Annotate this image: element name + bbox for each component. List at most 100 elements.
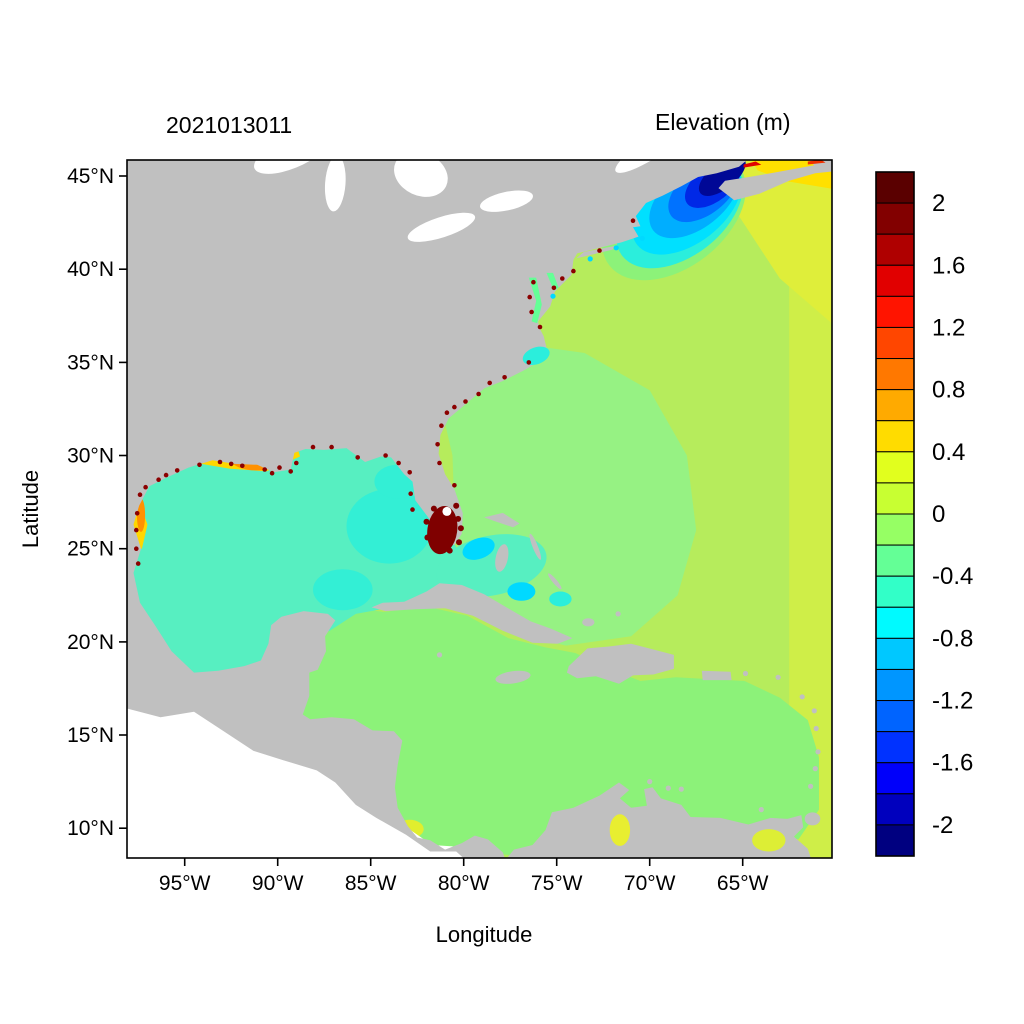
hispaniola-island bbox=[566, 643, 674, 684]
small-islands bbox=[647, 779, 653, 785]
coastal-speckles bbox=[294, 460, 299, 466]
colorbar-tick-label: 0.4 bbox=[932, 439, 965, 466]
eleuthera-island bbox=[529, 533, 542, 560]
colorbar-tick-label: 1.6 bbox=[932, 252, 965, 279]
colorbar-tick-label: -0.4 bbox=[932, 563, 973, 590]
coastal-speckles bbox=[134, 527, 139, 533]
lake-superior bbox=[254, 160, 328, 174]
cuba-island bbox=[371, 583, 573, 644]
long-island-bahamas bbox=[548, 573, 562, 590]
coastal-speckles bbox=[197, 462, 202, 468]
gulf-cyan-patch-2 bbox=[313, 569, 373, 611]
colorbar-block bbox=[875, 637, 915, 670]
x-tick-label: 80°W bbox=[438, 872, 490, 895]
colorbar-tick-label: -1.6 bbox=[932, 750, 973, 777]
coastal-speckles bbox=[560, 276, 565, 281]
y-tick-label: 30°N bbox=[67, 445, 114, 468]
small-islands bbox=[811, 708, 817, 714]
nova-scotia bbox=[718, 163, 832, 201]
south-florida-red-dots bbox=[424, 534, 431, 541]
coastal-speckles bbox=[435, 442, 440, 447]
minas-basin-red-streak bbox=[743, 161, 762, 168]
coastal-speckles bbox=[310, 444, 316, 450]
coastal-speckles bbox=[502, 375, 507, 380]
coastal-speckles bbox=[137, 492, 143, 498]
y-tick-label: 10°N bbox=[67, 817, 114, 840]
coastal-speckles bbox=[288, 469, 294, 474]
atlantic-northeast-wedge bbox=[715, 160, 832, 324]
coastal-speckles bbox=[408, 491, 414, 497]
coastal-speckles bbox=[444, 410, 450, 416]
colorbar-block bbox=[875, 171, 915, 204]
coastal-cyan-dots bbox=[587, 256, 593, 262]
colorbar-tick-label: -2 bbox=[932, 812, 953, 839]
pacific-white bbox=[127, 701, 482, 858]
coastal-speckles bbox=[463, 399, 468, 404]
small-islands bbox=[808, 783, 814, 789]
atlantic-east-band bbox=[789, 160, 832, 858]
andros-island bbox=[495, 544, 509, 572]
colorbar-border bbox=[875, 171, 915, 857]
coastal-speckles bbox=[537, 324, 543, 330]
coastal-speckles bbox=[526, 360, 532, 365]
bahamas-cyan-3 bbox=[549, 591, 572, 607]
coastal-cyan-dots bbox=[613, 245, 619, 251]
coastal-speckles bbox=[329, 444, 334, 450]
small-islands bbox=[436, 652, 443, 658]
x-axis-label: Longitude bbox=[436, 922, 533, 947]
coastal-speckles bbox=[531, 279, 536, 285]
great-inagua bbox=[582, 618, 595, 627]
x-tick-label: 85°W bbox=[345, 872, 397, 895]
colorbar-block bbox=[875, 482, 915, 515]
st-lawrence-red-dash bbox=[807, 160, 826, 165]
coastal-speckles bbox=[240, 463, 245, 469]
small-islands bbox=[799, 694, 805, 700]
colorbar-block bbox=[875, 233, 915, 266]
coastal-speckles bbox=[551, 285, 557, 291]
chesapeake-bay bbox=[528, 277, 542, 324]
axis-ticks: 95°W 90°W 85°W 80°W 75°W 70°W 65°W 45°N 40°N 35°N… bbox=[67, 165, 769, 895]
jamaica-island bbox=[495, 670, 531, 684]
colorbar-title: Elevation (m) bbox=[655, 109, 790, 135]
coastal-speckles bbox=[476, 391, 481, 397]
coastal-speckles bbox=[383, 453, 388, 458]
small-islands bbox=[742, 670, 749, 677]
colorbar-block bbox=[875, 451, 915, 484]
texas-coast-orange bbox=[136, 498, 146, 532]
puerto-rico-island bbox=[701, 670, 732, 681]
colorbar-block bbox=[875, 575, 915, 608]
coastal-speckles bbox=[134, 511, 140, 516]
colorbar-tick-label: -0.8 bbox=[932, 625, 973, 652]
small-islands bbox=[665, 785, 671, 791]
colorbar-block bbox=[875, 762, 915, 795]
colorbar-block bbox=[875, 389, 915, 422]
coastal-cyan-dots bbox=[639, 235, 645, 241]
coastal-speckles bbox=[452, 404, 457, 410]
colorbar-block bbox=[875, 824, 915, 857]
coastal-speckles bbox=[529, 309, 534, 315]
colorbar-block bbox=[875, 606, 915, 639]
long-island-ny bbox=[576, 245, 616, 259]
colorbar-tick-label: 0.8 bbox=[932, 377, 965, 404]
coastal-speckles bbox=[410, 507, 415, 512]
coastal-speckles bbox=[134, 546, 139, 551]
south-florida-red-blob bbox=[427, 506, 458, 555]
lake-ontario bbox=[480, 190, 533, 212]
coastal-speckles bbox=[527, 294, 532, 300]
y-tick-label: 35°N bbox=[67, 351, 114, 374]
y-tick-label: 40°N bbox=[67, 258, 114, 281]
run-timestamp-title: 2021013011 bbox=[166, 112, 292, 138]
south-florida-red-dots bbox=[430, 505, 437, 512]
bahamas-cyan-2 bbox=[507, 582, 536, 601]
x-tick-label: 75°W bbox=[531, 872, 583, 895]
x-tick-label: 95°W bbox=[159, 872, 211, 895]
coastal-speckles bbox=[487, 380, 493, 386]
coastal-speckles bbox=[396, 460, 401, 466]
colorbar-block bbox=[875, 544, 915, 577]
south-florida-red-dots bbox=[457, 525, 464, 532]
x-tick-label: 90°W bbox=[252, 872, 304, 895]
small-islands bbox=[758, 807, 764, 813]
coastal-speckles bbox=[277, 465, 282, 470]
colorbar-block bbox=[875, 420, 915, 453]
